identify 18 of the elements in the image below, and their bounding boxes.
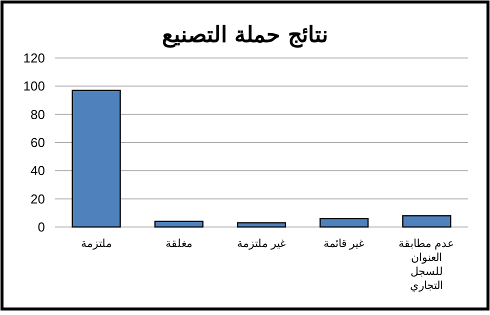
y-tick-label: 100 — [23, 78, 45, 94]
y-tick-label: 60 — [30, 135, 45, 150]
x-tick-label: ملتزمة — [80, 238, 112, 250]
bar — [402, 215, 452, 228]
x-tick-label: غير قائمة — [324, 238, 365, 250]
bar — [236, 222, 286, 228]
y-tick-label: 0 — [38, 220, 45, 235]
x-tick-label: مغلقة — [165, 238, 192, 250]
x-tick-label: عدم مطابقة العنوان للسجل التجاري — [398, 238, 455, 292]
bar — [320, 218, 369, 228]
y-tick-label: 20 — [30, 191, 45, 206]
chart-title: نتائج حملة التصنيع — [162, 22, 328, 48]
bar — [154, 220, 204, 228]
y-tick-label: 120 — [23, 50, 45, 66]
y-tick-label: 80 — [30, 106, 45, 122]
bar — [72, 90, 121, 228]
y-tick-label: 40 — [30, 163, 45, 178]
x-tick-label: غير ملتزمة — [236, 238, 286, 250]
